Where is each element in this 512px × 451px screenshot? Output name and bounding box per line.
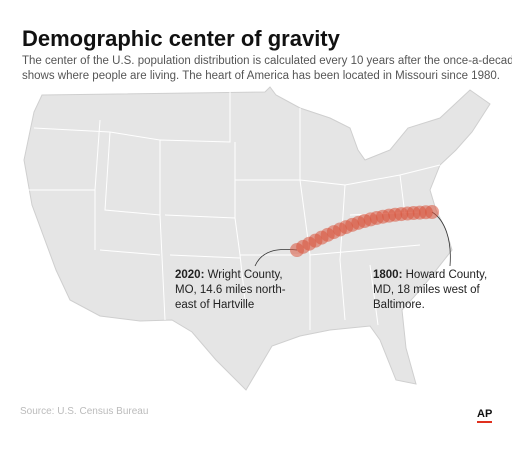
subtitle-line: The center of the U.S. population distri…: [22, 55, 512, 67]
source: Source: U.S. Census Bureau: [20, 406, 148, 417]
annotation-text: MD, 18 miles west of: [373, 284, 481, 296]
annotation-text: Howard County,: [406, 269, 488, 281]
logo: AP: [477, 408, 492, 420]
annotation-text: east of Hartville: [175, 299, 254, 311]
title: Demographic center of gravity: [22, 26, 341, 51]
state-borders: [28, 92, 441, 330]
center-point: [290, 243, 304, 257]
annotation-text: MO, 14.6 miles north-: [175, 284, 286, 296]
annotation-text: Wright County,: [208, 269, 283, 281]
center-points: [290, 205, 439, 257]
annotation-1800: 1800: Howard County,: [373, 269, 487, 281]
subtitle-line: shows where people are living. The heart…: [22, 70, 500, 82]
country-outline: [23, 86, 491, 391]
annotation-2020: 2020: Wright County,: [175, 269, 283, 281]
annotation-text: Baltimore.: [373, 299, 425, 311]
annotation-year: 2020:: [175, 269, 204, 281]
annotation-year: 1800:: [373, 269, 402, 281]
us-map: [23, 86, 491, 391]
logo-underline: [477, 421, 492, 423]
